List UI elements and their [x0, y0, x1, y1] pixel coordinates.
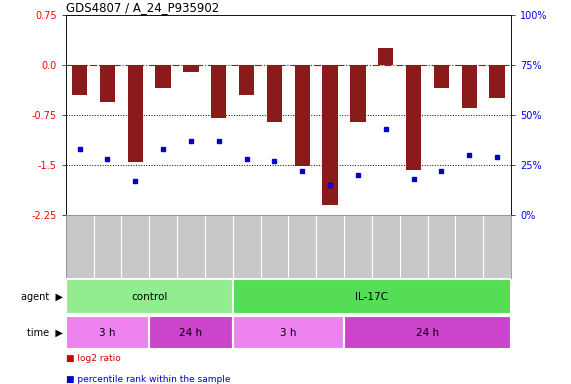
Bar — [461, 65, 477, 108]
Bar — [233, 316, 344, 349]
Text: ■ log2 ratio: ■ log2 ratio — [66, 354, 120, 363]
Bar — [344, 316, 511, 349]
Text: time  ▶: time ▶ — [27, 328, 63, 338]
Bar — [72, 65, 87, 95]
Text: 3 h: 3 h — [99, 328, 116, 338]
Bar — [66, 316, 149, 349]
Bar — [211, 65, 227, 118]
Text: 24 h: 24 h — [416, 328, 439, 338]
Bar — [489, 65, 505, 98]
Text: ■ percentile rank within the sample: ■ percentile rank within the sample — [66, 375, 230, 384]
Bar — [350, 65, 365, 122]
Bar — [378, 48, 393, 65]
Bar — [295, 65, 310, 166]
Bar — [155, 65, 171, 88]
Bar — [149, 316, 233, 349]
Bar — [267, 65, 282, 122]
Bar — [406, 65, 421, 170]
Text: 3 h: 3 h — [280, 328, 296, 338]
Bar — [323, 65, 338, 205]
Text: control: control — [131, 291, 167, 301]
Bar — [100, 65, 115, 102]
Text: agent  ▶: agent ▶ — [21, 291, 63, 301]
Text: 24 h: 24 h — [179, 328, 203, 338]
Bar — [127, 65, 143, 162]
Bar — [239, 65, 254, 95]
Bar — [434, 65, 449, 88]
Bar — [66, 279, 233, 314]
Bar — [183, 65, 199, 72]
Text: GDS4807 / A_24_P935902: GDS4807 / A_24_P935902 — [66, 1, 219, 14]
Bar — [233, 279, 511, 314]
Text: IL-17C: IL-17C — [355, 291, 388, 301]
